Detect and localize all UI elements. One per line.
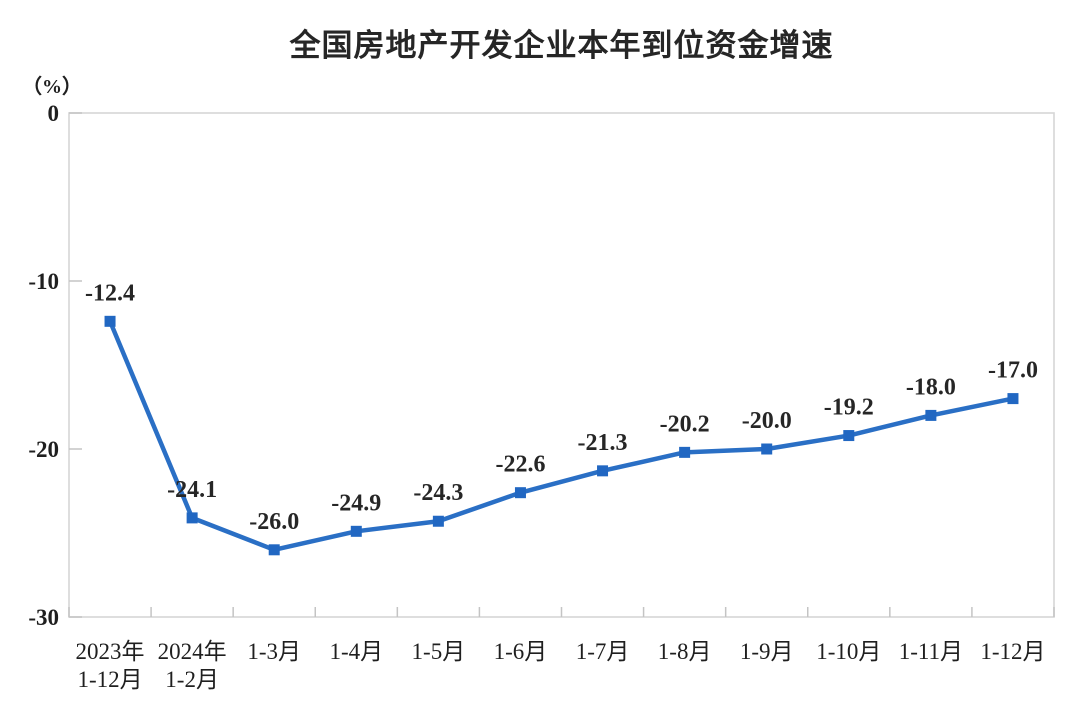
data-point-marker — [514, 487, 526, 499]
x-axis-category-label: 1-4月 — [329, 639, 383, 664]
data-point-label: -12.4 — [85, 280, 135, 306]
data-point-label: -20.0 — [742, 408, 792, 434]
x-axis-category-label: 1-12月 — [980, 639, 1045, 664]
data-point-marker — [104, 315, 116, 327]
data-point-marker — [186, 512, 198, 524]
data-point-label: -17.0 — [988, 358, 1038, 384]
x-axis-category-label: 1-11月 — [899, 639, 963, 664]
data-point-marker — [350, 525, 362, 537]
x-axis-category-label: 1-2月 — [165, 667, 219, 692]
data-point-marker — [597, 465, 609, 477]
data-point-label: -20.2 — [660, 411, 710, 437]
data-point-marker — [679, 446, 691, 458]
plot-area-border — [68, 112, 1055, 618]
y-axis-tick-label: -20 — [28, 437, 59, 462]
x-axis-category-label: 1-12月 — [77, 667, 142, 692]
x-axis-category-label: 2024年 — [158, 639, 227, 664]
data-point-marker — [1007, 393, 1019, 405]
x-axis-category-label: 1-5月 — [412, 639, 466, 664]
data-point-marker — [843, 430, 855, 442]
data-point-label: -21.3 — [578, 430, 628, 456]
data-point-label: -19.2 — [824, 395, 874, 421]
data-point-marker — [761, 443, 773, 455]
data-point-label: -24.1 — [167, 477, 217, 503]
chart-title: 全国房地产开发企业本年到位资金增速 — [289, 28, 834, 63]
data-point-label: -18.0 — [906, 374, 956, 400]
y-axis-tick-label: -30 — [28, 605, 59, 630]
x-axis-category-label: 1-6月 — [494, 639, 548, 664]
data-point-label: -24.3 — [413, 480, 463, 506]
data-point-label: -24.9 — [331, 490, 381, 516]
x-axis-category-label: 1-8月 — [658, 639, 712, 664]
data-point-marker — [925, 409, 937, 421]
data-point-marker — [432, 515, 444, 527]
x-axis-category-label: 1-10月 — [816, 639, 881, 664]
data-line — [107, 319, 1016, 553]
data-point-label: -22.6 — [495, 452, 545, 478]
data-point-marker — [268, 544, 280, 556]
y-axis-tick-label: 0 — [48, 101, 60, 126]
data-point-label: -26.0 — [249, 509, 299, 535]
x-axis-category-label: 2023年 — [76, 639, 145, 664]
x-axis-category-label: 1-3月 — [247, 639, 301, 664]
y-axis-unit-label: （%） — [22, 76, 82, 98]
x-axis-category-label: 1-9月 — [740, 639, 794, 664]
x-axis-category-label: 1-7月 — [576, 639, 630, 664]
y-axis-tick-label: -10 — [28, 269, 59, 294]
